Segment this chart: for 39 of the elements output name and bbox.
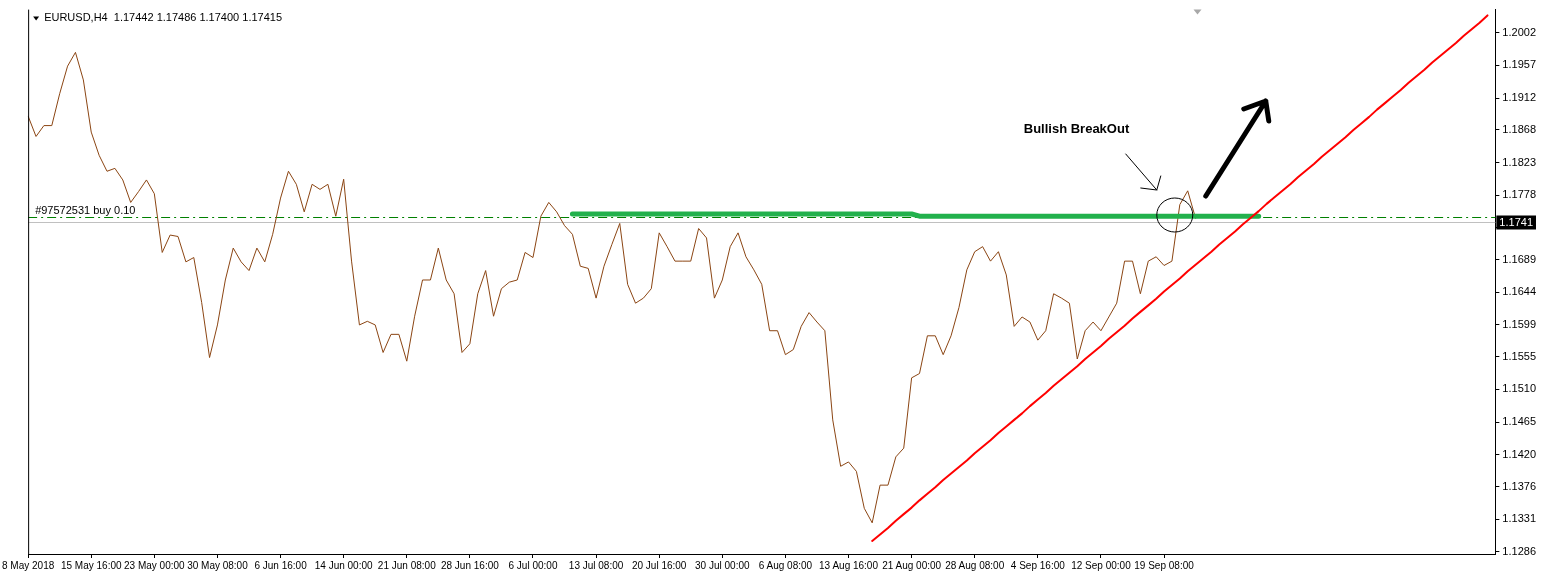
x-tick-label: 20 Jul 16:00 — [631, 559, 687, 571]
y-tick-label: 1.1689 — [1502, 252, 1537, 265]
y-tick-label: 1.1957 — [1502, 58, 1537, 71]
x-tick-label: 6 Jun 16:00 — [254, 559, 308, 571]
y-tick-label: 1.1420 — [1502, 447, 1537, 460]
x-tick-label: 8 May 2018 — [2, 559, 55, 571]
x-tick-label: 21 Aug 00:00 — [882, 559, 942, 571]
y-tick-label: 1.1868 — [1502, 122, 1537, 135]
x-tick-label: 13 Jul 08:00 — [568, 559, 624, 571]
y-tick-label: 1.1286 — [1502, 544, 1537, 557]
x-tick-label: 30 Jul 00:00 — [695, 559, 750, 571]
y-tick-label: 1.1376 — [1502, 479, 1537, 492]
y-tick-label: 1.1555 — [1502, 349, 1537, 362]
y-tick-label: 1.1912 — [1502, 91, 1537, 104]
x-tick-label: 19 Sep 08:00 — [1134, 559, 1195, 571]
annotation: Bullish BreakOut — [1023, 120, 1130, 136]
x-tick-label: 6 Jul 00:00 — [508, 559, 558, 571]
x-tick-label: 4 Sep 16:00 — [1010, 559, 1066, 571]
y-tick-label: 1.2002 — [1502, 25, 1537, 38]
x-tick-label: 23 May 00:00 — [124, 559, 186, 571]
y-tick-label: 1.1599 — [1502, 317, 1537, 330]
y-tick-label: 1.1465 — [1502, 415, 1537, 428]
x-tick-label: 21 Jun 08:00 — [377, 559, 437, 571]
x-tick-label: 15 May 16:00 — [60, 559, 122, 571]
y-tick-label: 1.1331 — [1502, 512, 1537, 525]
x-tick-label: 28 Jun 16:00 — [440, 559, 500, 571]
chart-title: EURUSD,H4 1.17442 1.17486 1.17400 1.17415 — [44, 11, 283, 24]
x-tick-label: 6 Aug 08:00 — [758, 559, 813, 571]
ref-line-label: 1.1741 — [1499, 215, 1534, 228]
ref-line-label: #97572531 buy 0.10 — [35, 204, 136, 217]
x-tick-label: 13 Aug 16:00 — [819, 559, 879, 571]
y-tick-label: 1.1778 — [1502, 188, 1537, 201]
y-tick-label: 1.1644 — [1502, 285, 1537, 298]
x-tick-label: 28 Aug 08:00 — [945, 559, 1005, 571]
y-tick-label: 1.1823 — [1502, 155, 1537, 168]
x-tick-label: 12 Sep 00:00 — [1071, 559, 1132, 571]
y-tick-label: 1.1510 — [1502, 382, 1537, 395]
x-tick-label: 30 May 08:00 — [187, 559, 249, 571]
x-tick-label: 14 Jun 00:00 — [314, 559, 374, 571]
